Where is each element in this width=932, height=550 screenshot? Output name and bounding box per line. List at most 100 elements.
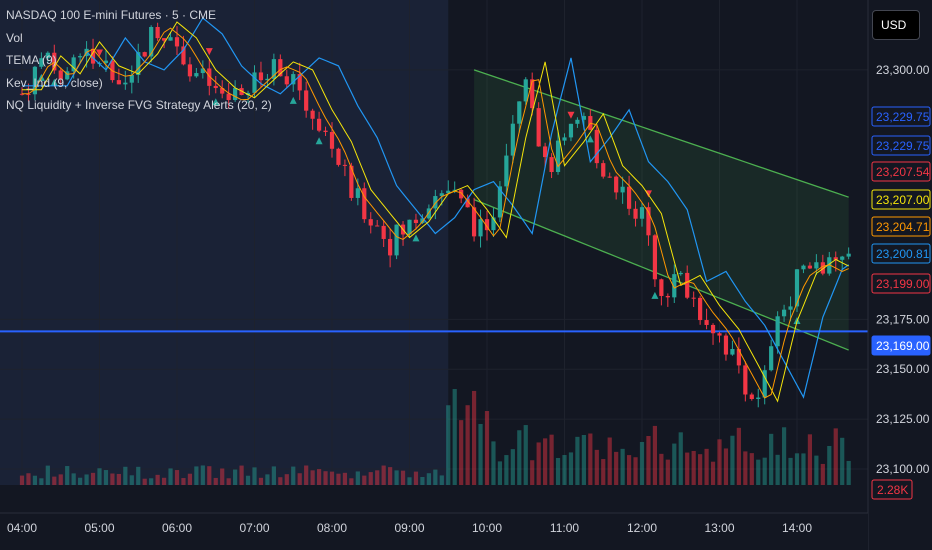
candle (698, 297, 703, 321)
volume-bar (71, 473, 76, 485)
candle (213, 85, 218, 89)
volume-bar (58, 474, 63, 485)
time-axis-label: 09:00 (394, 521, 424, 535)
volume-bar (52, 476, 57, 485)
volume-badge (871, 479, 913, 500)
candle (614, 176, 619, 193)
volume-bar (840, 437, 845, 485)
volume-bar (749, 453, 754, 485)
volume-bar (781, 427, 787, 485)
volume-bar (814, 455, 819, 485)
strategy-band-upper (473, 69, 849, 198)
legend-kev-ind[interactable]: Kev_Ind (9, close) (6, 75, 103, 90)
volume-bar (149, 478, 154, 485)
volume-bar (362, 475, 367, 485)
volume-bar (581, 434, 586, 485)
candle (349, 165, 354, 198)
candle (678, 272, 683, 275)
candle (646, 207, 651, 236)
candle (394, 224, 399, 256)
candle (465, 198, 470, 208)
legend-strategy[interactable]: NQ Liquidity + Inverse FVG Strategy Aler… (6, 98, 272, 112)
candle (620, 186, 625, 193)
currency-button[interactable]: USD (872, 10, 920, 40)
volume-bar (575, 436, 580, 485)
candle (827, 257, 832, 274)
candle (233, 88, 238, 101)
volume-bar (639, 441, 645, 485)
candle (736, 348, 741, 366)
volume-bar (381, 465, 386, 485)
candle (291, 74, 296, 85)
volume-bar (465, 405, 470, 485)
price-axis-label: 23,175.00 (876, 312, 930, 326)
price-badge (871, 243, 931, 264)
volume-bar (530, 460, 535, 485)
volume-bar (355, 471, 360, 485)
indicator-line-blue (22, 17, 850, 399)
candle (788, 306, 793, 310)
candle (65, 71, 70, 80)
candle (278, 59, 283, 77)
time-axis-label: 14:00 (782, 521, 812, 535)
volume-bar (336, 473, 341, 485)
volume-bar (788, 457, 793, 485)
candle (26, 94, 31, 96)
volume-bar (213, 477, 218, 485)
candle (807, 265, 813, 269)
candle (555, 140, 561, 173)
price-badge (871, 273, 931, 294)
time-axis-label: 05:00 (84, 521, 114, 535)
candle (32, 66, 38, 95)
candle (510, 123, 515, 156)
candle (58, 70, 63, 80)
candle (685, 272, 690, 298)
volume-bar (252, 467, 257, 485)
candle (284, 76, 289, 85)
time-axis-label: 12:00 (627, 521, 657, 535)
price-axis-label: 23,150.00 (876, 362, 930, 376)
time-axis[interactable] (0, 513, 868, 550)
candle (207, 68, 212, 86)
volume-bar (155, 474, 160, 485)
volume-bar (142, 478, 147, 485)
volume-bar (601, 459, 606, 485)
price-badge (871, 106, 931, 127)
volume-bar (420, 476, 425, 485)
volume-bar (698, 454, 703, 485)
buy-signal-marker (289, 96, 297, 104)
volume-bar (19, 475, 25, 485)
volume-bar (426, 473, 431, 485)
legend-symbol[interactable]: NASDAQ 100 E-mini Futures · 5 · CME (6, 8, 217, 22)
volume-bar (194, 466, 199, 485)
legend-tema[interactable]: TEMA (9) (6, 53, 57, 67)
candle (659, 279, 664, 296)
volume-bar (439, 475, 444, 485)
volume-bar (233, 469, 238, 485)
price-badge-label: 23,199.00 (876, 277, 930, 291)
volume-bar (181, 478, 186, 485)
volume-bar (26, 473, 31, 485)
buy-signal-marker (651, 291, 659, 299)
candle (433, 196, 438, 209)
sell-signal-marker (567, 111, 575, 119)
volume-bar (174, 470, 180, 485)
candle (484, 219, 490, 231)
candle (530, 79, 535, 109)
candle (375, 225, 380, 227)
candle (174, 37, 180, 47)
candle (258, 72, 264, 81)
candle (116, 80, 121, 85)
candle (730, 348, 735, 355)
volume-bar (723, 448, 729, 485)
candle (775, 316, 780, 347)
time-axis-label: 06:00 (162, 521, 192, 535)
legend-volume[interactable]: Vol (6, 30, 23, 45)
strategy-band-lower (473, 198, 849, 351)
time-axis-label: 10:00 (472, 521, 502, 535)
candle (581, 116, 586, 120)
candle (155, 27, 160, 39)
volume-bar (710, 461, 716, 485)
candle (355, 188, 360, 198)
